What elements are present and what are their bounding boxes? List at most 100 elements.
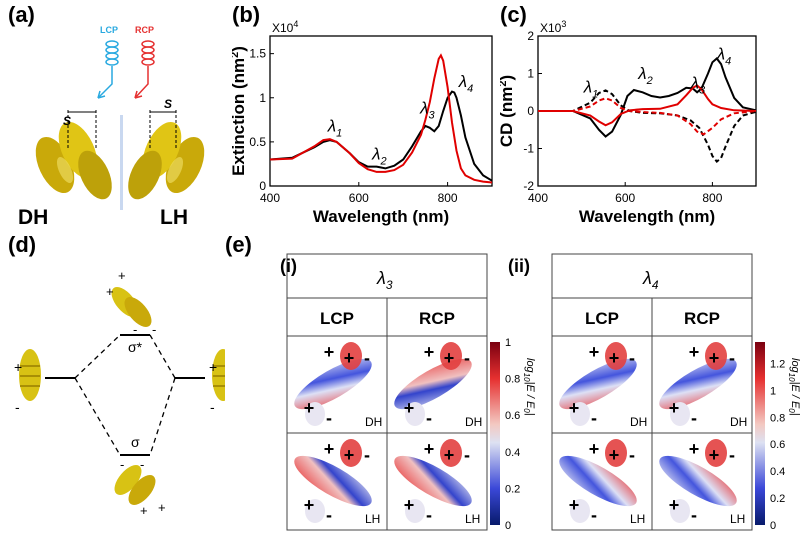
cd-ytick-label: 1 <box>527 67 534 81</box>
colorbar-tick-label: 1.2 <box>770 358 785 370</box>
extinction-ylabel: Extinction (nm2) <box>232 46 248 176</box>
cd-series-2 <box>538 89 757 164</box>
helix-handedness-label: DH <box>730 415 747 429</box>
panel-label-c: (c) <box>500 2 527 27</box>
extinction-ytick-label: 1 <box>259 91 266 105</box>
cd-chart: X103 400 600 800 -2 -1 0 1 2 Wavelength (nm) CD (… <box>500 19 757 226</box>
colorbar-i-label: log10|E / E0| <box>522 358 536 416</box>
charge-sign: - <box>629 348 635 368</box>
extinction-annotation: λ1 <box>327 116 343 139</box>
spacing-markers <box>67 110 177 150</box>
cd-ylabel: CD (nm2) <box>500 75 516 147</box>
extinction-series-1 <box>269 53 493 184</box>
charge-sign: + <box>709 348 720 368</box>
helix-handedness-label: LH <box>730 512 745 526</box>
charge-sign: + <box>709 445 720 465</box>
charge-sign: - <box>364 348 370 368</box>
cd-ytick-label: -2 <box>523 179 534 193</box>
charge-sign: - <box>629 445 635 465</box>
bonding-minus-1: - <box>120 457 124 472</box>
charge-sign: + <box>569 398 580 418</box>
right-monomer-plus: + <box>209 359 217 375</box>
colorbar-ii-label: log10|E / E0| <box>787 358 800 416</box>
charge-sign: + <box>589 342 600 362</box>
lcp-beam-icon <box>97 40 119 99</box>
cd-series-0 <box>538 57 757 138</box>
charge-sign: + <box>689 342 700 362</box>
colorbar-i-ticks: 1 0.8 0.6 0.4 0.2 0 <box>505 337 520 532</box>
field-map-helix-7: + + -+ - LH <box>659 439 745 526</box>
charge-sign: + <box>669 495 680 515</box>
extinction-ytick-label: 0 <box>259 179 266 193</box>
field-map-helix-0: + + -+ - DH <box>294 342 382 429</box>
i-rcp-header: RCP <box>419 309 455 328</box>
field-map-helix-6: + + -+ - LH <box>559 439 645 526</box>
field-map-helix-1: + + -+ - DH <box>394 342 482 429</box>
extinction-xtick-label: 800 <box>438 191 458 205</box>
charge-sign: + <box>304 495 315 515</box>
antibonding-dimer-icon <box>111 287 152 327</box>
antibonding-plus-1: + <box>106 284 114 299</box>
panel-label-d: (d) <box>8 232 37 257</box>
group-i-label: (i) <box>280 256 297 276</box>
extinction-plot-frame <box>269 35 493 187</box>
rcp-beam-icon <box>134 40 155 99</box>
panel-label-a: (a) <box>8 2 35 27</box>
colorbar-i <box>490 342 500 525</box>
charge-sign: - <box>591 408 597 428</box>
colorbar-ii-ticks: 1.2 1 0.8 0.6 0.4 0.2 0 <box>770 358 785 532</box>
cd-series-3 <box>538 97 757 136</box>
charge-sign: + <box>344 445 355 465</box>
charge-sign: - <box>591 505 597 525</box>
charge-sign: + <box>569 495 580 515</box>
charge-sign: - <box>326 408 332 428</box>
charge-sign: + <box>304 398 315 418</box>
colorbar-tick-label: 0.4 <box>770 466 785 478</box>
colorbar-tick-label: 0.8 <box>770 412 785 424</box>
lcp-label: LCP <box>100 25 118 35</box>
cd-annotation: λ2 <box>637 64 653 87</box>
cd-ytick-label: 2 <box>527 29 534 43</box>
helix-handedness-label: LH <box>365 512 380 526</box>
left-monomer-icon <box>19 349 41 401</box>
colorbar-tick-label: 0 <box>770 520 776 532</box>
extinction-annotation: λ4 <box>458 72 474 95</box>
charge-sign: + <box>324 439 335 459</box>
charge-sign: - <box>426 408 432 428</box>
charge-sign: + <box>669 398 680 418</box>
charge-sign: - <box>326 505 332 525</box>
cd-ytick-label: -1 <box>523 142 534 156</box>
field-map-helix-2: + + -+ - DH <box>559 342 647 429</box>
ii-lcp-header: LCP <box>585 309 619 328</box>
i-lcp-header: LCP <box>320 309 354 328</box>
mo-diagram: + - + - σ* σ + + - - - - + + <box>14 268 225 518</box>
charge-sign: + <box>444 445 455 465</box>
charge-sign: + <box>609 348 620 368</box>
left-monomer-minus: - <box>15 399 20 415</box>
colorbar-tick-label: 0.2 <box>770 493 785 505</box>
charge-sign: - <box>691 505 697 525</box>
cd-annotation: λ3 <box>690 74 706 97</box>
cd-xtick-label: 600 <box>615 191 635 205</box>
right-monomer-minus: - <box>210 399 215 415</box>
charge-sign: + <box>689 439 700 459</box>
cd-xtick-label: 800 <box>702 191 722 205</box>
charge-sign: + <box>344 348 355 368</box>
colorbar-tick-label: 0 <box>505 520 511 532</box>
rcp-label: RCP <box>135 25 154 35</box>
helix-handedness-label: DH <box>465 415 482 429</box>
charge-sign: - <box>426 505 432 525</box>
charge-sign: - <box>729 348 735 368</box>
cd-series-1 <box>538 84 757 127</box>
charge-sign: - <box>464 348 470 368</box>
helix-handedness-label: LH <box>630 512 645 526</box>
left-monomer-plus: + <box>14 359 22 375</box>
dh-helix-icon <box>35 121 112 200</box>
panel-label-e: (e) <box>225 232 252 257</box>
charge-sign: + <box>424 439 435 459</box>
colorbar-tick-label: 0.8 <box>505 374 520 386</box>
field-map-helix-3: + + -+ - DH <box>659 342 747 429</box>
extinction-xtick-label: 600 <box>349 191 369 205</box>
cd-annotation: λ4 <box>716 44 732 67</box>
colorbar-tick-label: 0.2 <box>505 483 520 495</box>
